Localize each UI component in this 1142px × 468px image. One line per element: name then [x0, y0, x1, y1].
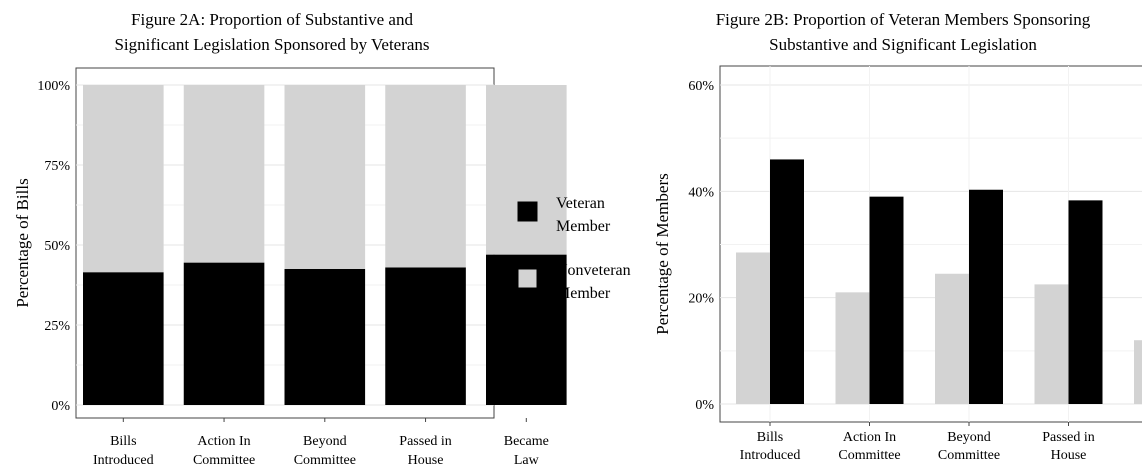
- chart-2b: Figure 2B: Proportion of Veteran Members…: [653, 10, 1142, 463]
- chart-2b-title-line2: Substantive and Significant Legislation: [769, 35, 1037, 54]
- chart-2b-bar-veteran: [770, 159, 804, 404]
- legend: Veteran Member Nonveteran Member: [517, 195, 631, 302]
- chart-2b-bar-nonveteran: [835, 292, 870, 404]
- chart-2a-y-axis-label: Percentage of Bills: [13, 178, 32, 307]
- chart-2b-y-tick-label: 20%: [688, 292, 714, 307]
- chart-2a-y-ticks: 0% 25% 50% 75% 100%: [37, 79, 70, 414]
- chart-2a-bar-nonveteran: [385, 85, 466, 268]
- legend-swatch-veteran: [517, 201, 538, 222]
- chart-2a-title-line2: Significant Legislation Sponsored by Vet…: [114, 35, 429, 54]
- chart-2b-x-tick-label: Committee: [938, 448, 1000, 463]
- chart-2a-y-tick-label: 100%: [37, 79, 70, 94]
- chart-2b-bar-veteran: [869, 196, 904, 404]
- chart-2b-x-tick-label: Action In: [843, 430, 896, 445]
- chart-2b-y-tick-label: 0%: [695, 398, 714, 413]
- chart-2a-x-tick-label: Law: [514, 453, 540, 468]
- chart-2b-bars: [736, 159, 1142, 404]
- chart-2a-x-tick-label: Action In: [197, 434, 250, 449]
- chart-2b-y-tick-label: 60%: [688, 79, 714, 94]
- chart-2b-bar-nonveteran: [1034, 284, 1069, 404]
- legend-swatch-nonveteran: [517, 268, 538, 289]
- chart-2b-bar-nonveteran: [935, 273, 969, 404]
- chart-2a-x-tick-label: Passed in: [399, 434, 452, 449]
- chart-2b-x-ticks: Bills Introduced Action In Committee Beyond C…: [740, 422, 1095, 463]
- chart-2a-x-tick-label: Committee: [193, 453, 255, 468]
- chart-2a-bar-nonveteran: [486, 85, 567, 255]
- chart-2a-bar-veteran: [284, 269, 366, 405]
- chart-2b-x-tick-label: Bills: [757, 430, 783, 445]
- chart-2a-bar-nonveteran: [183, 85, 265, 263]
- chart-2a-y-tick-label: 75%: [44, 159, 70, 174]
- chart-2a-title-line1: Figure 2A: Proportion of Substantive and: [131, 10, 413, 29]
- chart-2a-bars: [83, 85, 567, 405]
- chart-2a-bar-veteran: [183, 262, 265, 405]
- chart-2a-bar-nonveteran: [83, 85, 164, 273]
- chart-2a-x-tick-label: Became: [504, 434, 549, 449]
- legend-label-veteran-line2: Member: [556, 218, 611, 235]
- chart-2a-x-tick-label: House: [408, 453, 444, 468]
- chart-2b-x-tick-label: Committee: [838, 448, 900, 463]
- chart-2a-bar-nonveteran: [284, 85, 366, 269]
- legend-label-nonveteran-line1: Nonveteran: [556, 262, 631, 279]
- chart-2b-x-tick-label: House: [1051, 448, 1087, 463]
- chart-2a-y-tick-label: 0%: [51, 399, 70, 414]
- chart-2a-x-ticks: Bills Introduced Action In Committee Beyond C…: [93, 418, 549, 468]
- chart-2b-y-ticks: 0% 20% 40% 60%: [688, 79, 714, 413]
- chart-2a-y-tick-label: 25%: [44, 319, 70, 334]
- chart-2b-y-axis-label: Percentage of Members: [653, 173, 672, 334]
- chart-2a: Figure 2A: Proportion of Substantive and…: [13, 10, 567, 468]
- chart-2b-x-tick-label: Introduced: [740, 448, 801, 463]
- chart-2a-bar-veteran: [385, 267, 466, 405]
- chart-2a-bar-veteran: [83, 272, 164, 405]
- chart-2a-y-tick-label: 50%: [44, 239, 70, 254]
- chart-2a-x-tick-label: Bills: [110, 434, 136, 449]
- chart-2b-y-tick-label: 40%: [688, 185, 714, 200]
- chart-2a-x-tick-label: Committee: [294, 453, 356, 468]
- chart-2b-bar-veteran: [969, 189, 1003, 404]
- chart-2a-x-tick-label: Beyond: [303, 434, 347, 449]
- chart-2b-bar-veteran: [1068, 200, 1103, 404]
- chart-2a-x-tick-label: Introduced: [93, 453, 154, 468]
- chart-2b-title-line1: Figure 2B: Proportion of Veteran Members…: [716, 10, 1091, 29]
- chart-2b-x-tick-label: Passed in: [1042, 430, 1095, 445]
- chart-2b-x-tick-label: Beyond: [947, 430, 991, 445]
- legend-label-nonveteran-line2: Member: [556, 285, 611, 302]
- legend-label-veteran-line1: Veteran: [556, 195, 605, 212]
- chart-2b-bar-nonveteran: [736, 252, 770, 404]
- chart-2b-bar-nonveteran: [1134, 340, 1142, 404]
